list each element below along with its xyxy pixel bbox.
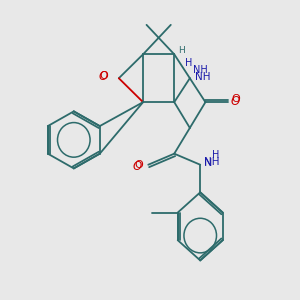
Text: O: O [134, 160, 143, 170]
Text: H: H [178, 46, 184, 55]
Text: N: N [204, 158, 212, 168]
Text: H: H [212, 150, 220, 160]
Text: O: O [100, 71, 108, 81]
Text: O: O [231, 94, 240, 104]
Text: O: O [231, 95, 240, 108]
Text: NH: NH [195, 72, 211, 82]
Text: O: O [133, 160, 142, 173]
Text: O: O [98, 70, 107, 83]
Text: NH: NH [193, 64, 208, 74]
Text: H: H [184, 58, 192, 68]
Text: NH: NH [204, 157, 219, 167]
